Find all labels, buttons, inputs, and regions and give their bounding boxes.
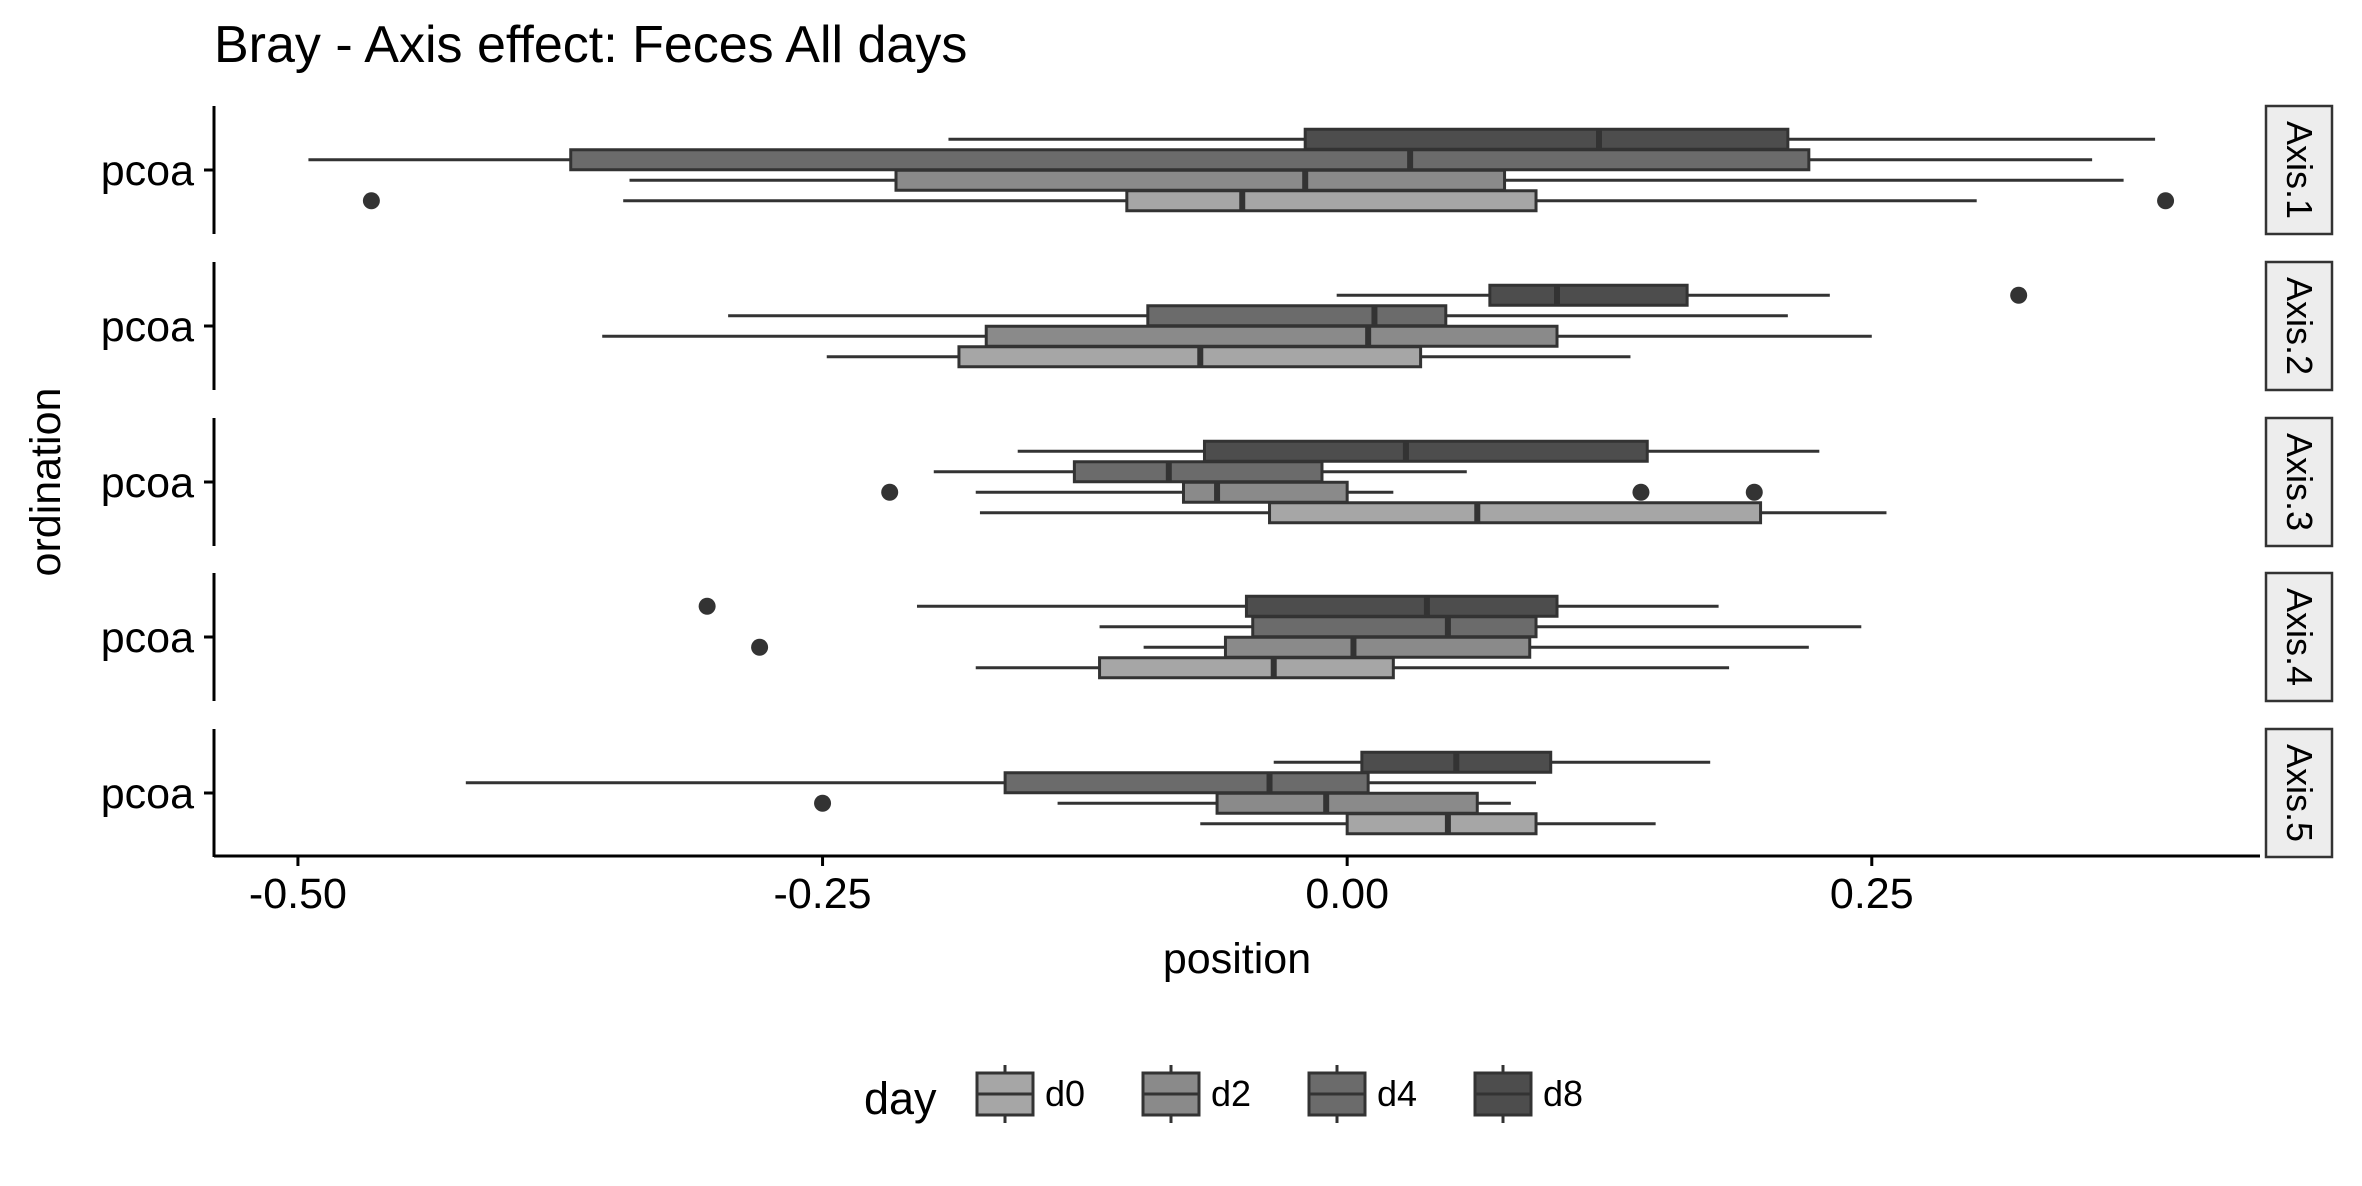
outlier-point [2010,286,2028,304]
box-d4 [1099,615,1862,639]
box-body [894,168,1507,192]
strip-box [2264,727,2334,859]
outlier-point [881,483,899,501]
strip-box [2264,416,2334,548]
facet-strip-2: Axis.2 [2264,260,2334,392]
box-d2 [881,480,1763,504]
facet-panels: pcoa Axis.1 pcoa Axis.2 pcoa Axis.3 pcoa Axis.4… [101,104,2334,859]
y-tick-label: pcoa [101,770,194,818]
box-d0 [979,501,1887,525]
box-body [1098,656,1395,680]
facet-strip-5: Axis.5 [2264,727,2334,859]
box-d4 [728,304,1788,328]
facet-panel-4: pcoa Axis.4 [101,571,2334,703]
strip-label: Axis.1 [2279,121,2320,219]
outlier-point [698,597,716,615]
box-body [1125,189,1538,213]
outlier-point [362,192,380,210]
strip-box [2264,104,2334,236]
legend-item-d2: d2 [1141,1065,1251,1123]
x-tick-label: 0.00 [1305,870,1389,918]
box-d4 [465,771,1537,795]
box-d8 [948,127,2156,151]
strip-label: Axis.3 [2279,433,2320,531]
box-d2 [602,324,1872,348]
box-body [1146,304,1448,328]
y-tick-label: pcoa [101,459,194,507]
facet-panel-5: pcoa Axis.5 [101,727,2334,859]
strip-box [2264,260,2334,392]
box-d8 [1336,283,2028,307]
box-d8 [1273,750,1711,774]
box-body [1268,501,1763,525]
box-body [1251,615,1538,639]
legend-item-d4: d4 [1307,1065,1417,1123]
box-body [1215,791,1479,815]
box-d8 [698,594,1719,618]
facet-strip-4: Axis.4 [2264,571,2334,703]
box-d4 [308,148,2093,172]
box-body [1223,635,1532,659]
box-d0 [1200,812,1656,836]
legend-item-label: d2 [1211,1073,1251,1114]
facet-strip-1: Axis.1 [2264,104,2334,236]
x-axis-label: position [1163,935,1311,983]
facet-panel-2: pcoa Axis.2 [101,260,2334,392]
facet-panel-1: pcoa Axis.1 [101,104,2334,236]
box-d0 [362,189,2175,213]
strip-label: Axis.2 [2279,277,2320,375]
legend-title: day [864,1073,937,1124]
legend: day d0 d2 d4 d8 [864,1065,1583,1124]
facet-panel-3: pcoa Axis.3 [101,416,2334,548]
legend-item-d8: d8 [1473,1065,1583,1123]
strip-label: Axis.4 [2279,588,2320,686]
outlier-point [751,638,769,656]
box-d4 [933,460,1467,484]
box-body [1003,771,1370,795]
outlier-point [1632,483,1650,501]
box-body [1488,283,1689,307]
outlier-point [1745,483,1763,501]
legend-item-label: d4 [1377,1073,1417,1114]
box-d0 [826,345,1631,369]
box-body [1345,812,1538,836]
chart-title: Bray - Axis effect: Feces All days [214,16,967,74]
legend-item-d0: d0 [975,1065,1085,1123]
x-tick-label: -0.50 [249,870,347,918]
legend-item-label: d0 [1045,1073,1085,1114]
strip-label: Axis.5 [2279,744,2320,842]
box-d0 [975,656,1730,680]
box-body [1181,480,1349,504]
y-tick-label: pcoa [101,303,194,351]
box-d8 [1017,439,1820,463]
x-tick-label: 0.25 [1830,870,1914,918]
box-body [957,345,1423,369]
box-body [1072,460,1324,484]
box-body [569,148,1811,172]
outlier-point [814,794,832,812]
x-tick-label: -0.25 [774,870,872,918]
box-body [984,324,1559,348]
y-axis-label: ordination [22,388,70,577]
y-tick-label: pcoa [101,147,194,195]
box-body [1202,439,1649,463]
box-d2 [751,635,1809,659]
x-axis: -0.50 -0.25 0.00 0.25 [214,854,2260,918]
box-body [1303,127,1790,151]
outlier-point [2157,192,2175,210]
box-d2 [814,791,1511,815]
box-body [1244,594,1559,618]
y-tick-label: pcoa [101,614,194,662]
strip-box [2264,571,2334,703]
box-d2 [629,168,2124,192]
facet-strip-3: Axis.3 [2264,416,2334,548]
legend-item-label: d8 [1543,1073,1583,1114]
